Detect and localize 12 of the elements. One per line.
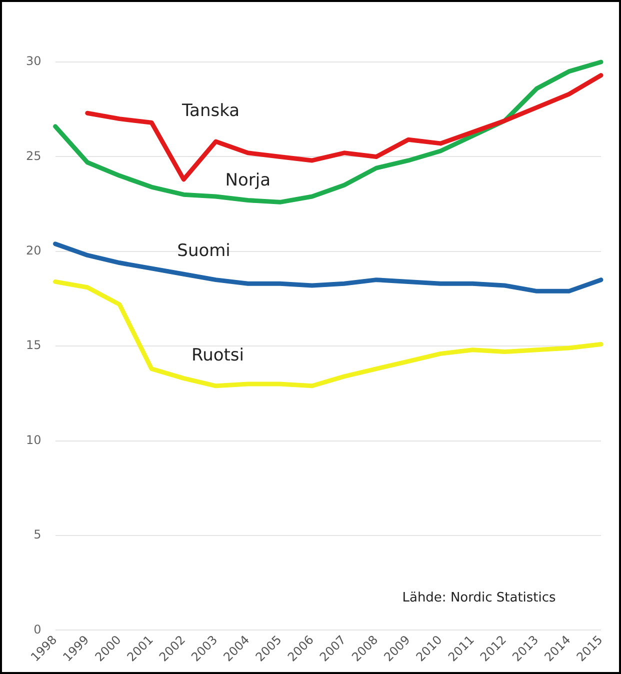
y-tick-label: 5 (34, 528, 42, 542)
series-label: Suomi (177, 241, 230, 262)
y-tick-label: 15 (26, 338, 42, 352)
y-tick-label: 0 (34, 622, 42, 636)
series-label: Ruotsi (192, 345, 244, 366)
y-tick-label: 20 (26, 244, 42, 258)
series-label: Tanska (180, 100, 240, 121)
y-tick-label: 10 (26, 432, 42, 447)
y-tick-label: 25 (26, 148, 42, 163)
annotation: Lähde: Nordic Statistics (402, 590, 556, 606)
y-tick-label: 30 (26, 54, 42, 68)
series-label: Norja (225, 170, 271, 191)
